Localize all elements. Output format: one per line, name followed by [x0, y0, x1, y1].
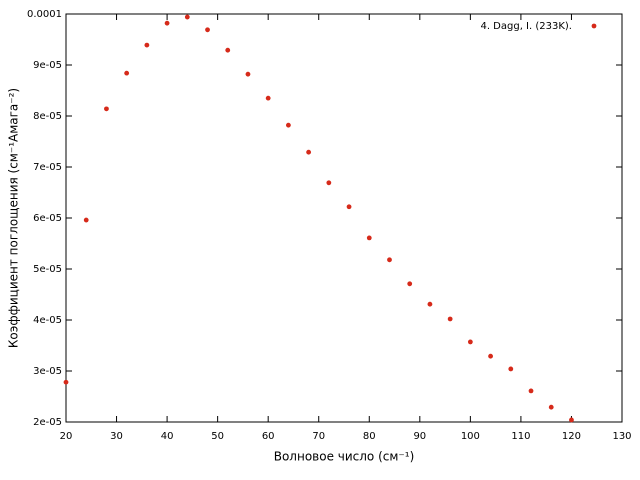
y-tick-label: 6e-05 — [33, 213, 62, 224]
x-tick-label: 30 — [110, 431, 123, 442]
x-tick-label: 90 — [413, 431, 426, 442]
y-tick-label: 8e-05 — [33, 111, 62, 122]
point — [63, 379, 69, 385]
y-tick-label: 0.0001 — [27, 9, 62, 20]
point — [366, 235, 372, 241]
point — [387, 257, 392, 263]
y-axis-title: Коэффициент поглощения (см⁻¹Амага⁻²) — [7, 88, 21, 348]
x-tick-label: 120 — [562, 431, 581, 442]
point — [265, 95, 271, 101]
point — [83, 217, 89, 223]
y-tick-label: 9e-05 — [33, 60, 62, 71]
legend-marker — [591, 23, 597, 29]
x-tick-label: 40 — [161, 431, 174, 442]
x-tick-label: 80 — [363, 431, 376, 442]
point — [286, 122, 291, 128]
point — [225, 47, 231, 53]
y-tick-label: 5e-05 — [33, 264, 62, 275]
point — [124, 70, 130, 76]
point — [346, 204, 352, 210]
point — [245, 71, 251, 77]
point — [144, 42, 150, 48]
x-tick-label: 130 — [612, 431, 631, 442]
point — [427, 301, 433, 307]
legend-label: 4. Dagg, I. (233K). — [480, 21, 572, 32]
point — [326, 180, 332, 186]
x-tick-label: 20 — [60, 431, 73, 442]
point — [306, 149, 312, 155]
point — [447, 316, 453, 322]
plot-frame — [65, 13, 623, 423]
point — [184, 14, 190, 20]
point — [569, 417, 574, 423]
point — [548, 404, 554, 410]
point — [488, 353, 493, 359]
point — [205, 27, 210, 33]
point — [164, 20, 170, 26]
x-axis-title: Волновое число (см⁻¹) — [274, 450, 415, 464]
x-tick-label: 50 — [211, 431, 224, 442]
point — [407, 281, 413, 287]
x-tick-label: 100 — [461, 431, 480, 442]
x-tick-label: 60 — [262, 431, 275, 442]
y-tick-label: 2e-05 — [33, 417, 62, 428]
point — [467, 339, 473, 345]
point — [508, 366, 514, 372]
y-tick-label: 3e-05 — [33, 366, 62, 377]
point — [528, 388, 534, 394]
y-tick-label: 4e-05 — [33, 315, 62, 326]
point — [104, 106, 109, 112]
x-tick-label: 110 — [511, 431, 530, 442]
x-tick-label: 70 — [312, 431, 325, 442]
y-tick-label: 7e-05 — [33, 162, 62, 173]
